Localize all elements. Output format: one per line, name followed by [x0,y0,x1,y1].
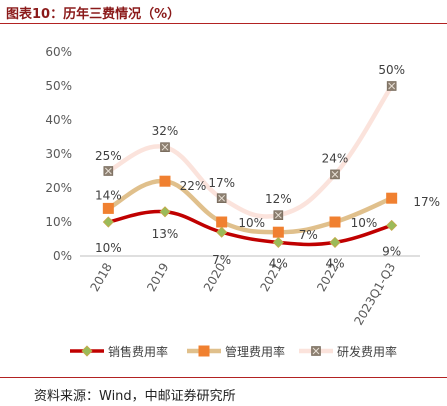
chart: 0%10%20%30%40%50%60% 2018 2019 2020 2021 202… [45,45,440,359]
y-tick-label: 20% [45,181,72,195]
y-tick-label: 10% [45,215,72,229]
marker-cross [274,211,282,219]
data-label: 17% [208,176,235,190]
y-axis: 0% 10% 20% 30% 40% 50% 60% [45,45,72,263]
data-label: 12% [265,192,292,206]
y-tick-label: 30% [45,147,72,161]
data-label: 9% [382,244,401,258]
marker-cross [218,194,226,202]
x-tick-label: 2023Q1-Q3 [351,261,398,328]
data-label: 14% [95,188,122,202]
data-point [102,202,114,214]
data-label: 17% [413,195,440,209]
data-point [329,236,341,248]
y-tick-label: 0% [53,249,72,263]
data-point [160,142,170,152]
data-point [103,166,114,176]
data-label: 25% [95,149,122,163]
data-point [216,226,228,238]
data-point [216,216,228,228]
legend-item: 研发费用率 [299,344,397,359]
data-label: 22% [180,179,207,193]
legend-item: 销售费用率 [70,344,168,359]
data-point [386,192,398,204]
marker-cross [312,347,320,355]
data-point [216,193,227,203]
data-label: 32% [152,124,179,138]
data-point [330,169,340,180]
legend-marker [311,346,321,356]
data-point [329,216,341,228]
legend-item: 管理费用率 [187,344,285,359]
data-point [159,175,171,187]
data-label: 24% [322,151,349,165]
data-point [386,219,398,231]
data-label: 10% [238,216,265,230]
source-rule [0,377,447,378]
series-layer [102,81,398,248]
data-label: 7% [299,228,318,242]
data-label: 50% [378,63,405,77]
x-axis: 2018 2019 2020 2021 2022 2023Q1-Q3 [80,255,420,328]
figure-title: 图表10：历年三费情况（%） [6,7,181,22]
data-label: 4% [269,256,288,270]
data-label: 4% [325,256,344,270]
y-tick-label: 60% [45,45,72,59]
marker-cross [388,82,396,90]
data-point [272,236,284,248]
y-tick-label: 40% [45,113,72,127]
data-point [273,210,284,220]
marker-cross [104,167,112,175]
data-point [272,226,284,238]
legend: 销售费用率 管理费用率 研发费用率 [70,344,397,359]
data-point [102,216,114,228]
legend-label: 研发费用率 [337,344,397,359]
x-tick-label: 2018 [88,261,115,294]
legend-marker [81,345,93,357]
source-note: 资料来源：Wind，中邮证券研究所 [34,389,236,404]
data-label: 10% [351,216,378,230]
legend-marker [198,345,210,357]
series-line [106,209,394,247]
marker-cross [161,143,169,151]
data-label: 7% [212,253,231,267]
data-label: 13% [152,227,179,241]
legend-label: 管理费用率 [225,344,285,359]
data-point [386,81,397,91]
title-rule [0,23,447,24]
legend-label: 销售费用率 [108,344,168,359]
marker-cross [331,171,339,178]
series-line [106,83,394,219]
x-tick-label: 2019 [144,261,171,294]
data-point [159,206,171,218]
data-label: 10% [95,241,122,255]
data-labels: 10% 13% 7% 4% 4% 9% 14% 22% 10% 7% 10% 17% 25% 32% 17%… [95,63,440,270]
y-tick-label: 50% [45,79,72,93]
